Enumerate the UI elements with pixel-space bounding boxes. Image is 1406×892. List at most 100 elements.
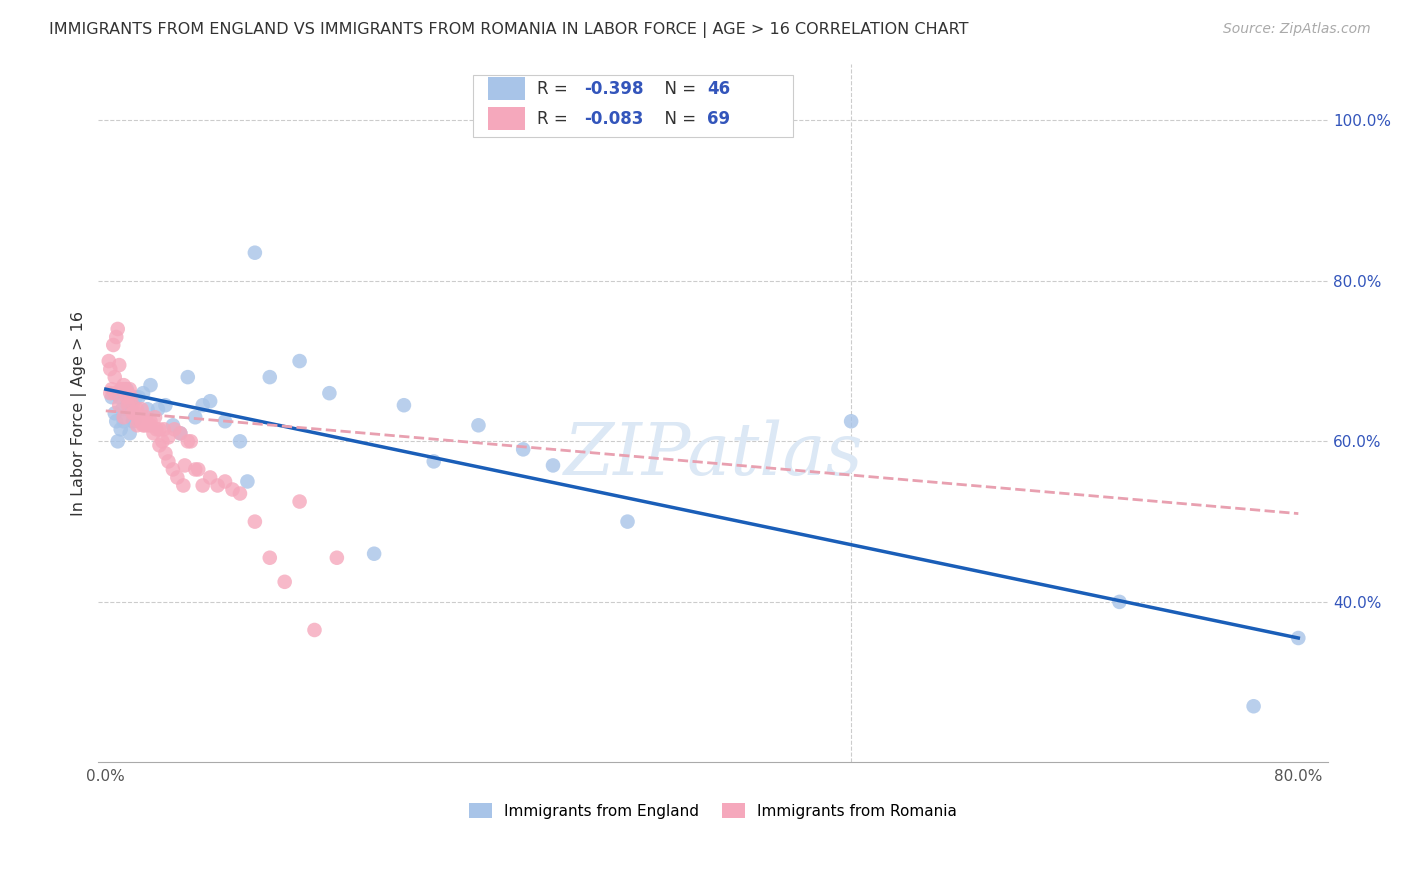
Point	[146, 402, 169, 417]
Point	[143, 410, 166, 425]
Point	[163, 422, 186, 436]
Point	[162, 462, 184, 476]
Point	[112, 378, 135, 392]
Point	[363, 547, 385, 561]
Point	[139, 418, 162, 433]
Point	[120, 390, 142, 404]
Point	[392, 398, 415, 412]
Point	[221, 483, 243, 497]
Point	[139, 414, 162, 428]
Text: N =: N =	[654, 110, 702, 128]
Text: Source: ZipAtlas.com: Source: ZipAtlas.com	[1223, 22, 1371, 37]
Point	[115, 382, 138, 396]
Point	[169, 426, 191, 441]
Point	[177, 434, 200, 449]
Point	[139, 378, 162, 392]
Point	[105, 330, 128, 344]
Point	[132, 418, 155, 433]
Point	[288, 494, 311, 508]
Point	[259, 550, 281, 565]
Point	[243, 245, 266, 260]
Point	[107, 434, 129, 449]
Point	[162, 418, 184, 433]
Point	[173, 458, 195, 473]
Point	[111, 402, 134, 417]
Point	[152, 434, 174, 449]
Point	[191, 478, 214, 492]
Point	[273, 574, 295, 589]
Legend: Immigrants from England, Immigrants from Romania: Immigrants from England, Immigrants from…	[463, 797, 963, 824]
Point	[198, 470, 221, 484]
Point	[243, 515, 266, 529]
Point	[207, 478, 229, 492]
Point	[318, 386, 340, 401]
Point	[103, 338, 125, 352]
Text: R =: R =	[537, 110, 574, 128]
Point	[135, 410, 157, 425]
Point	[104, 406, 127, 420]
Point	[839, 414, 862, 428]
Text: 69: 69	[707, 110, 730, 128]
Point	[142, 426, 165, 441]
Point	[100, 382, 122, 396]
Point	[100, 390, 122, 404]
Point	[122, 414, 145, 428]
Point	[148, 438, 170, 452]
Point	[1108, 595, 1130, 609]
Point	[184, 410, 207, 425]
Point	[177, 370, 200, 384]
Point	[172, 478, 194, 492]
Point	[127, 402, 149, 417]
Point	[236, 475, 259, 489]
Point	[117, 398, 139, 412]
Point	[155, 446, 177, 460]
Point	[229, 486, 252, 500]
Y-axis label: In Labor Force | Age > 16: In Labor Force | Age > 16	[72, 310, 87, 516]
Point	[145, 422, 167, 436]
Point	[108, 390, 131, 404]
Point	[157, 454, 180, 468]
Point	[112, 414, 135, 428]
Point	[135, 414, 157, 428]
Point	[111, 382, 134, 396]
Point	[121, 398, 143, 412]
Point	[120, 402, 142, 417]
Point	[1243, 699, 1265, 714]
Point	[134, 418, 156, 433]
Point	[114, 386, 136, 401]
Point	[157, 430, 180, 444]
Point	[198, 394, 221, 409]
Point	[124, 390, 146, 404]
Point	[128, 414, 150, 428]
Point	[132, 386, 155, 401]
Point	[180, 434, 202, 449]
Point	[288, 354, 311, 368]
Point	[467, 418, 489, 433]
Point	[98, 362, 121, 376]
Point	[131, 402, 153, 417]
Point	[124, 406, 146, 420]
Point	[110, 422, 132, 436]
Point	[121, 406, 143, 420]
Point	[108, 358, 131, 372]
Point	[97, 354, 120, 368]
Point	[112, 410, 135, 425]
Text: 46: 46	[707, 79, 730, 97]
Point	[128, 390, 150, 404]
Point	[229, 434, 252, 449]
Text: R =: R =	[537, 79, 574, 97]
Point	[541, 458, 564, 473]
Point	[122, 406, 145, 420]
Point	[108, 398, 131, 412]
Point	[422, 454, 444, 468]
Point	[98, 386, 121, 401]
Point	[105, 414, 128, 428]
Point	[136, 418, 159, 433]
Point	[191, 398, 214, 412]
Point	[118, 426, 141, 441]
Bar	[488, 77, 524, 101]
Text: IMMIGRANTS FROM ENGLAND VS IMMIGRANTS FROM ROMANIA IN LABOR FORCE | AGE > 16 COR: IMMIGRANTS FROM ENGLAND VS IMMIGRANTS FR…	[49, 22, 969, 38]
Point	[616, 515, 638, 529]
Point	[107, 322, 129, 336]
Point	[121, 414, 143, 428]
